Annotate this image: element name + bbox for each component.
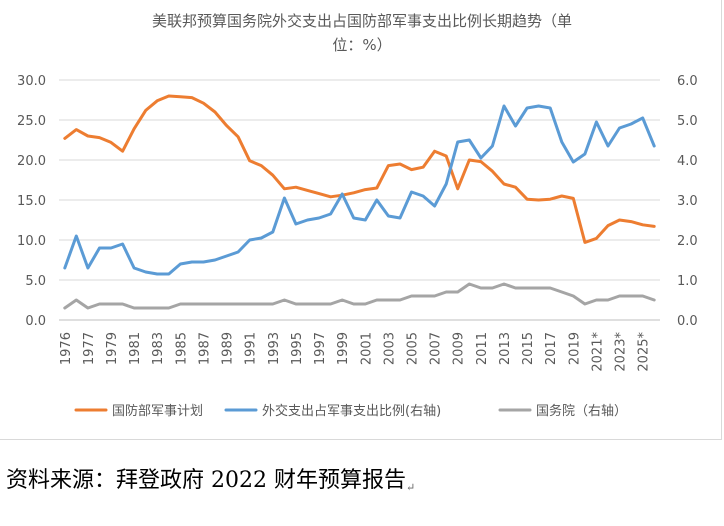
chart-frame — [0, 0, 722, 440]
x-tick-label: 2011 — [475, 332, 490, 365]
left-tick-label: 25.0 — [17, 114, 46, 129]
right-tick-label: 2.0 — [677, 234, 698, 249]
x-tick-label: 1981 — [128, 332, 143, 365]
left-tick-label: 0.0 — [25, 314, 46, 329]
x-tick-label: 1995 — [290, 332, 305, 365]
line-chart: 美联邦预算国务院外交支出占国防部军事支出比例长期趋势（单位：%） 0.0 5.0 10… — [17, 12, 698, 419]
series-line — [63, 94, 656, 244]
legend-label: 外交支出占军事支出比例(右轴) — [262, 403, 441, 419]
x-tick-label: 1976 — [59, 332, 74, 365]
x-tick-label: 2001 — [359, 332, 374, 365]
x-tick-label: 2021* — [590, 332, 605, 372]
x-tick-label: 2005 — [406, 332, 421, 365]
x-tick-label: 2003 — [382, 332, 397, 365]
left-tick-label: 5.0 — [25, 274, 46, 289]
x-tick-label: 2007 — [429, 332, 444, 365]
x-tick-label: 2009 — [452, 332, 467, 365]
x-tick-label: 2025* — [637, 332, 652, 372]
x-tick-label: 1997 — [313, 332, 328, 365]
right-tick-label: 6.0 — [677, 74, 698, 89]
chart-title-line: 美联邦预算国务院外交支出占国防部军事支出比例长期趋势（单 — [152, 12, 572, 30]
right-tick-label: 1.0 — [677, 274, 698, 289]
series-line — [63, 104, 656, 276]
x-tick-label: 2015 — [521, 332, 536, 365]
legend-label: 国务院（右轴） — [536, 403, 627, 419]
chart-title-line: 位：%） — [332, 36, 391, 54]
left-tick-label: 30.0 — [17, 74, 46, 89]
paragraph-mark: ↵ — [405, 481, 416, 494]
right-tick-label: 0.0 — [677, 314, 698, 329]
right-tick-label: 5.0 — [677, 114, 698, 129]
x-tick-label: 1979 — [105, 332, 120, 365]
source-text: 资料来源：拜登政府 2022 财年预算报告 — [6, 468, 406, 493]
x-tick-label: 1977 — [82, 332, 97, 365]
left-tick-label: 20.0 — [17, 154, 46, 169]
left-tick-label: 15.0 — [17, 194, 46, 209]
right-tick-label: 4.0 — [677, 154, 698, 169]
x-tick-label: 1999 — [336, 332, 351, 365]
right-tick-label: 3.0 — [677, 194, 698, 209]
left-tick-label: 10.0 — [17, 234, 46, 249]
x-tick-label: 1987 — [197, 332, 212, 365]
x-tick-label: 1991 — [244, 332, 259, 365]
x-tick-label: 1993 — [267, 332, 282, 365]
x-tick-label: 2023* — [614, 332, 629, 372]
x-tick-label: 1989 — [221, 332, 236, 365]
x-tick-label: 2017 — [544, 332, 559, 365]
legend-label: 国防部军事计划 — [112, 403, 203, 419]
x-tick-label: 2013 — [498, 332, 513, 365]
source-note: 资料来源：拜登政府 2022 财年预算报告↵ — [6, 462, 415, 494]
x-tick-label: 1983 — [151, 332, 166, 365]
x-tick-label: 2019 — [567, 332, 582, 365]
series-line — [63, 282, 656, 310]
x-tick-label: 1985 — [174, 332, 189, 365]
